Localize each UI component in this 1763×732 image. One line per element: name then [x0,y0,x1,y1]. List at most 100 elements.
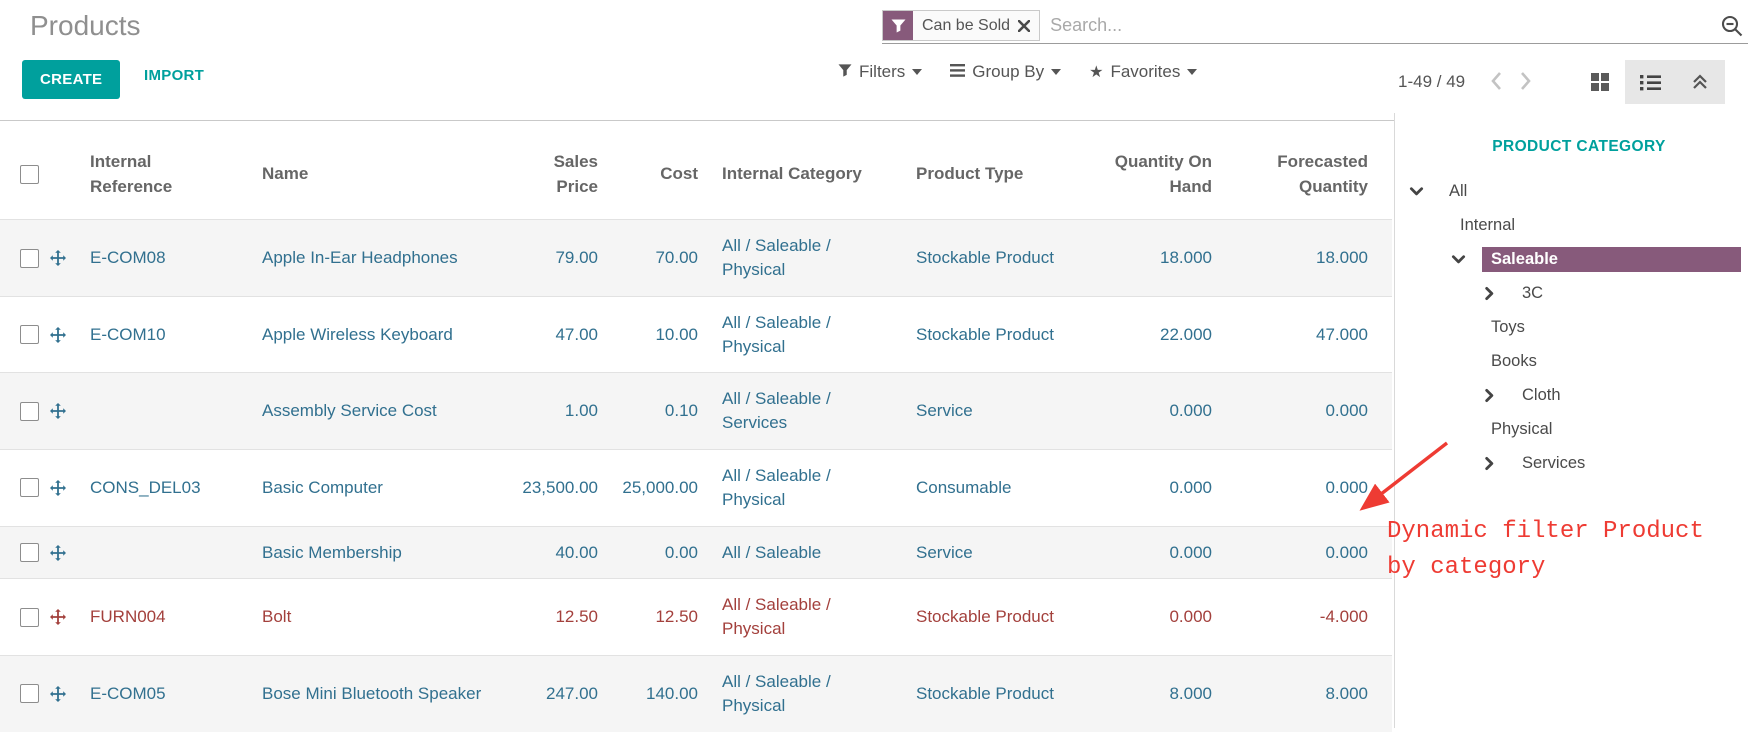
create-button[interactable]: CREATE [22,60,121,99]
drag-handle-icon[interactable] [50,685,66,702]
cell-quantity-on-hand[interactable]: 0.000 [1169,542,1212,562]
cell-forecasted-quantity[interactable]: -4.000 [1319,607,1368,627]
search-bar[interactable]: Can be Sold [882,8,1748,44]
cell-cost[interactable]: 0.00 [664,542,698,562]
cell-name[interactable]: Bolt [262,607,292,627]
drag-handle-icon[interactable] [50,250,66,267]
cell-sales-price[interactable]: 79.00 [555,248,598,268]
group-by-dropdown[interactable]: Group By [950,62,1062,82]
header-name[interactable]: Name [262,164,309,184]
cell-name[interactable]: Basic Membership [262,542,402,562]
cell-name[interactable]: Basic Computer [262,477,383,497]
cell-internal-reference[interactable]: E-COM08 [90,248,166,268]
cell-name[interactable]: Bose Mini Bluetooth Speaker [262,683,482,703]
category-item-all[interactable]: All [1395,174,1763,208]
favorites-dropdown[interactable]: ★ Favorites [1089,62,1198,82]
cell-internal-reference[interactable]: E-COM10 [90,324,166,344]
product-row[interactable]: E-COM05 Bose Mini Bluetooth Speaker 247.… [0,655,1392,732]
category-item-toys[interactable]: Toys [1395,310,1763,344]
cell-quantity-on-hand[interactable]: 0.000 [1169,607,1212,627]
cell-forecasted-quantity[interactable]: 0.000 [1325,401,1368,421]
cell-product-type[interactable]: Service [916,401,973,421]
cell-cost[interactable]: 70.00 [655,248,698,268]
cell-internal-category[interactable]: All / Saleable [722,542,822,562]
product-row[interactable]: E-COM08 Apple In-Ear Headphones 79.00 70… [0,219,1392,297]
cell-quantity-on-hand[interactable]: 18.000 [1160,248,1212,268]
cell-product-type[interactable]: Stockable Product [916,324,1054,344]
import-button[interactable]: IMPORT [138,66,210,85]
cell-internal-reference[interactable] [78,373,250,450]
header-internal-category[interactable]: Internal Category [722,164,862,184]
cell-sales-price[interactable]: 23,500.00 [522,477,598,497]
cell-quantity-on-hand[interactable]: 8.000 [1169,683,1212,703]
cell-quantity-on-hand[interactable]: 0.000 [1169,401,1212,421]
search-facet-can-be-sold[interactable]: Can be Sold [882,10,1041,41]
cell-quantity-on-hand[interactable]: 22.000 [1160,324,1212,344]
chevron-right-icon[interactable] [1482,286,1506,301]
category-item-internal[interactable]: Internal [1395,208,1763,242]
cell-cost[interactable]: 25,000.00 [622,477,698,497]
drag-handle-icon[interactable] [50,403,66,420]
cell-cost[interactable]: 0.10 [664,401,698,421]
cell-cost[interactable]: 12.50 [655,607,698,627]
cell-forecasted-quantity[interactable]: 0.000 [1325,542,1368,562]
row-checkbox[interactable] [20,325,39,345]
cell-internal-reference[interactable] [78,526,250,579]
cell-sales-price[interactable]: 40.00 [555,542,598,562]
pager-previous-button[interactable] [1483,68,1511,97]
cell-forecasted-quantity[interactable]: 47.000 [1316,324,1368,344]
product-row[interactable]: Assembly Service Cost 1.00 0.10 All / Sa… [0,372,1392,450]
drag-handle-icon[interactable] [50,326,66,343]
row-checkbox[interactable] [20,684,39,704]
list-view-button[interactable] [1625,60,1676,104]
pager-next-button[interactable] [1511,68,1539,97]
cell-product-type[interactable]: Service [916,542,973,562]
category-item-3c[interactable]: 3C [1395,276,1763,310]
cell-sales-price[interactable]: 247.00 [546,683,598,703]
cell-cost[interactable]: 10.00 [655,324,698,344]
header-internal-reference[interactable]: Internal Reference [90,152,173,196]
kanban-view-button[interactable] [1575,60,1625,104]
cell-forecasted-quantity[interactable]: 8.000 [1325,683,1368,703]
cell-product-type[interactable]: Stockable Product [916,683,1054,703]
cell-product-type[interactable]: Stockable Product [916,248,1054,268]
cell-name[interactable]: Apple In-Ear Headphones [262,248,458,268]
product-row[interactable]: Basic Membership 40.00 0.00 All / Saleab… [0,526,1392,579]
drag-handle-icon[interactable] [50,479,66,496]
category-item-books[interactable]: Books [1395,344,1763,378]
cell-internal-category[interactable]: All / Saleable / Physical [722,236,831,280]
cell-sales-price[interactable]: 47.00 [555,324,598,344]
search-zoom-out-icon[interactable] [1720,14,1744,38]
drag-handle-icon[interactable] [50,544,66,561]
row-checkbox[interactable] [20,478,39,498]
chevron-down-icon[interactable] [1409,184,1433,199]
filters-dropdown[interactable]: Filters [838,62,923,82]
header-cost[interactable]: Cost [660,164,698,184]
chevron-right-icon[interactable] [1482,456,1506,471]
cell-internal-reference[interactable]: CONS_DEL03 [90,477,201,497]
cell-quantity-on-hand[interactable]: 0.000 [1169,477,1212,497]
header-sales-price[interactable]: Sales Price [553,152,598,196]
chevron-down-icon[interactable] [1451,252,1475,267]
chevron-right-icon[interactable] [1482,388,1506,403]
header-quantity-on-hand[interactable]: Quantity On Hand [1114,152,1212,196]
cell-internal-category[interactable]: All / Saleable / Physical [722,466,831,509]
select-all-checkbox[interactable] [20,165,39,185]
row-checkbox[interactable] [20,543,39,563]
search-input[interactable] [1040,15,1720,36]
row-checkbox[interactable] [20,248,39,268]
cell-product-type[interactable]: Stockable Product [916,607,1054,627]
product-row[interactable]: CONS_DEL03 Basic Computer 23,500.00 25,0… [0,449,1392,527]
row-checkbox[interactable] [20,401,39,421]
cell-internal-reference[interactable]: E-COM05 [90,683,166,703]
category-item-services[interactable]: Services [1395,446,1763,480]
header-product-type[interactable]: Product Type [916,164,1024,184]
product-row[interactable]: E-COM10 Apple Wireless Keyboard 47.00 10… [0,296,1392,373]
cell-internal-category[interactable]: All / Saleable / Physical [722,312,831,356]
cell-sales-price[interactable]: 1.00 [564,401,598,421]
drag-handle-icon[interactable] [50,609,66,626]
category-item-saleable[interactable]: Saleable [1395,242,1763,276]
cell-internal-reference[interactable]: FURN004 [90,607,166,627]
category-item-physical[interactable]: Physical [1395,412,1763,446]
header-forecasted-quantity[interactable]: Forecasted Quantity [1277,152,1368,196]
